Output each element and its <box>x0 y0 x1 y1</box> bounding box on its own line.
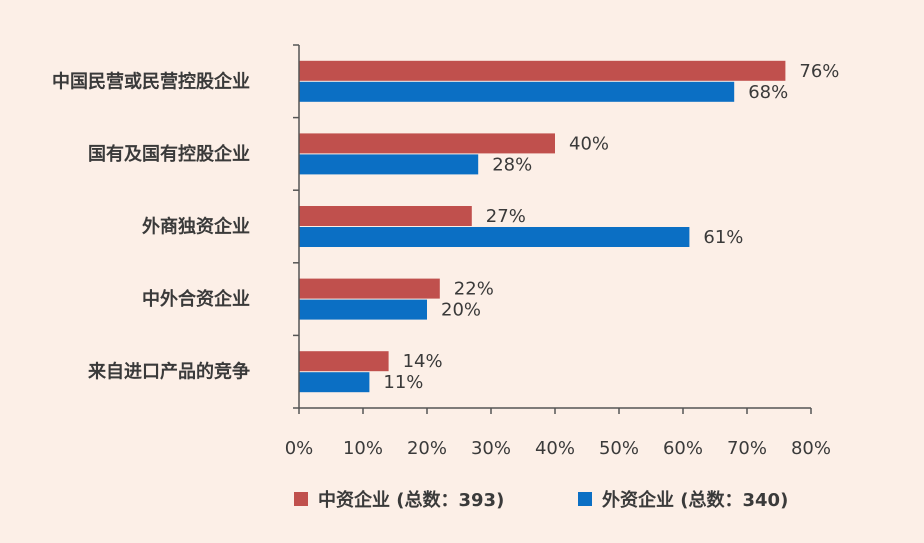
x-tick-label: 80% <box>791 438 831 459</box>
legend: 中资企业 (总数：393) 外资企业 (总数：340) <box>294 489 788 511</box>
bar-series-1 <box>299 206 472 226</box>
bar-series-1 <box>299 133 555 154</box>
bar-series-2 <box>299 154 479 175</box>
category-label: 国有及国有控股企业 <box>88 143 250 165</box>
bar-series-2 <box>299 227 690 247</box>
bar-series-1 <box>299 60 786 81</box>
x-tick-label: 40% <box>535 438 575 459</box>
bar-series-2 <box>299 81 735 102</box>
category-label: 外商独资企业 <box>142 216 250 238</box>
x-tick-label: 0% <box>285 438 314 459</box>
x-tick-label: 50% <box>599 438 639 459</box>
data-label: 61% <box>703 227 743 248</box>
x-ticks: 0% 10% 20% 30% 40% 50% 60% 70% 80% <box>285 408 831 459</box>
data-label: 20% <box>441 300 481 321</box>
legend-label: 中资企业 (总数：393) <box>318 489 504 511</box>
legend-swatch <box>578 492 592 506</box>
data-label: 14% <box>403 351 443 372</box>
bar-series-2 <box>299 299 427 320</box>
data-label: 27% <box>486 206 526 227</box>
data-label: 28% <box>492 154 532 175</box>
data-label: 22% <box>454 279 494 300</box>
x-tick-label: 70% <box>727 438 767 459</box>
category-label: 中国民营或民营控股企业 <box>52 70 250 92</box>
x-tick-label: 30% <box>471 438 511 459</box>
category-labels: 中国民营或民营控股企业国有及国有控股企业外商独资企业中外合资企业来自进口产品的竞… <box>52 70 250 382</box>
legend-label: 外资企业 (总数：340) <box>602 489 788 511</box>
x-tick-label: 60% <box>663 438 703 459</box>
legend-swatch <box>294 492 308 506</box>
category-label: 来自进口产品的竞争 <box>87 361 250 383</box>
data-label: 76% <box>799 61 839 82</box>
bar-series-1 <box>299 351 389 372</box>
data-label: 40% <box>569 133 609 154</box>
x-tick-label: 10% <box>343 438 383 459</box>
bar-series-2 <box>299 372 370 393</box>
x-tick-label: 20% <box>407 438 447 459</box>
data-label: 68% <box>748 82 788 103</box>
data-labels: 76% 68% 40% 28% 27% 61% 22%20% 14%11% <box>383 61 839 393</box>
category-label: 中外合资企业 <box>142 288 250 310</box>
bars <box>299 60 786 393</box>
data-label: 11% <box>383 372 423 393</box>
bar-series-1 <box>299 278 440 299</box>
